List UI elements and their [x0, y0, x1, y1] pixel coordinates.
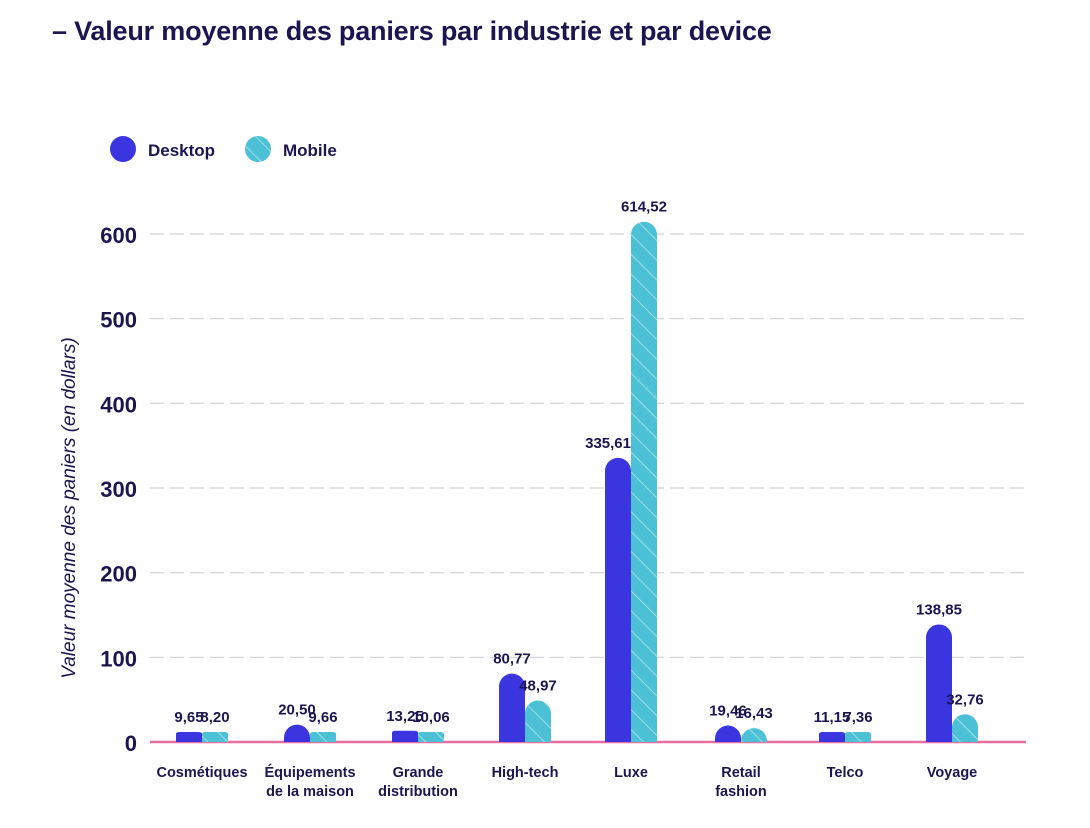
legend-marker-desktop [110, 136, 136, 162]
bar-mobile [845, 732, 871, 742]
data-label: 10,06 [412, 709, 450, 726]
bar-mobile [202, 732, 228, 742]
y-tick-label: 0 [125, 731, 137, 756]
data-label: 9,66 [308, 709, 337, 726]
x-tick-label: Équipements [264, 764, 355, 781]
y-tick-label: 300 [100, 477, 137, 502]
x-tick-label: Retail [721, 765, 761, 781]
bar-mobile [525, 700, 551, 742]
legend-label-mobile: Mobile [283, 141, 337, 160]
data-labels: 9,65 20,50 13,25 80,77 335,61 19,46 11,15 138,8… [174, 199, 983, 726]
data-label: 8,20 [200, 709, 229, 726]
x-tick-label: Luxe [614, 765, 648, 781]
data-label: 7,36 [843, 709, 872, 726]
x-tick-label: distribution [378, 784, 458, 800]
bar-desktop [499, 673, 525, 742]
y-tick-label: 100 [100, 646, 137, 671]
x-axis: Cosmétiques Équipements de la maison Grande… [156, 764, 977, 800]
legend-label-desktop: Desktop [148, 141, 215, 160]
bar-mobile [741, 728, 767, 742]
bar-desktop [392, 730, 418, 742]
data-label: 19,46 [709, 703, 747, 720]
bar-desktop [715, 725, 741, 742]
bar-desktop [819, 732, 845, 742]
y-axis-title: Valeur moyenne des paniers (en dollars) [59, 337, 80, 678]
bar-mobile [310, 732, 336, 742]
bar-desktop [605, 457, 631, 742]
data-label: 48,97 [519, 678, 557, 695]
data-label: 335,61 [585, 435, 631, 452]
bar-desktop [926, 624, 952, 742]
x-tick-label: Voyage [927, 765, 978, 781]
y-tick-label: 600 [100, 223, 137, 248]
bar-mobile [952, 714, 978, 742]
data-label: 80,77 [493, 651, 531, 668]
x-tick-label: High-tech [492, 765, 559, 781]
data-label: 20,50 [278, 702, 316, 719]
data-label: 13,25 [386, 708, 424, 725]
x-tick-label: Grande [393, 765, 444, 781]
x-tick-label: Cosmétiques [156, 765, 247, 781]
legend: Desktop Mobile [110, 136, 337, 162]
gridlines [150, 233, 1026, 744]
bar-mobile [418, 732, 444, 742]
data-label: 11,15 [814, 709, 851, 726]
bars [176, 221, 978, 742]
x-tick-label: Telco [827, 765, 864, 781]
bar-desktop [284, 724, 310, 742]
bar-mobile [631, 221, 657, 742]
chart-title: – Valeur moyenne des paniers par industr… [52, 16, 772, 46]
y-axis: 0 100 200 300 400 500 600 Valeur moyenne des pa… [59, 223, 137, 756]
y-tick-label: 400 [100, 392, 137, 417]
bar-desktop [176, 732, 202, 742]
y-tick-label: 500 [100, 308, 137, 333]
x-tick-label: de la maison [266, 784, 354, 800]
data-label: 32,76 [946, 691, 984, 708]
data-label: 9,65 [174, 709, 203, 726]
y-tick-label: 200 [100, 562, 137, 587]
data-label: 138,85 [916, 601, 962, 618]
data-label: 16,43 [735, 705, 773, 722]
x-tick-label: fashion [715, 784, 767, 800]
data-label: 614,52 [621, 199, 667, 216]
legend-marker-mobile [245, 136, 271, 162]
